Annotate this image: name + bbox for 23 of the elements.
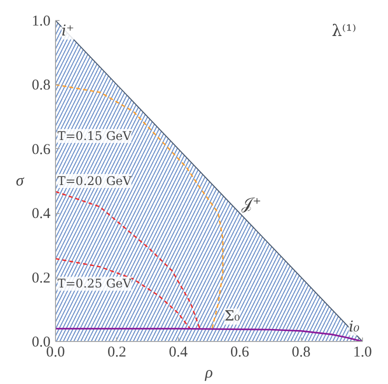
x-tick-label: 0.2 bbox=[108, 344, 126, 360]
y-tick-label: 0.4 bbox=[32, 206, 51, 222]
y-tick-label: 0.6 bbox=[32, 142, 51, 158]
line-series bbox=[56, 190, 200, 330]
annotation: λ⁽¹⁾ bbox=[332, 20, 356, 40]
annotation: T=0.20 GeV bbox=[58, 174, 132, 188]
annotation: 𝒥⁺ bbox=[242, 194, 262, 214]
x-tick-label: 0.6 bbox=[230, 344, 250, 360]
line-series bbox=[56, 84, 224, 330]
line-series bbox=[56, 258, 191, 330]
annotation: Σ₀ bbox=[224, 308, 240, 325]
x-tick-label: 0.4 bbox=[168, 344, 188, 360]
annotation: i⁺ bbox=[62, 22, 74, 40]
x-axis-title: ρ bbox=[204, 364, 214, 382]
annotation: T=0.25 GeV bbox=[58, 276, 132, 291]
annotation: i₀ bbox=[348, 318, 360, 336]
y-axis-title: σ bbox=[16, 172, 25, 190]
y-tick-label: 1.0 bbox=[32, 14, 50, 30]
x-tick-label: 1.0 bbox=[353, 344, 372, 360]
annotation: T=0.15 GeV bbox=[58, 129, 132, 144]
y-tick-label: 0.2 bbox=[32, 270, 50, 286]
x-tick-label: 0.8 bbox=[292, 344, 310, 360]
y-tick-label: 0.8 bbox=[32, 78, 50, 94]
